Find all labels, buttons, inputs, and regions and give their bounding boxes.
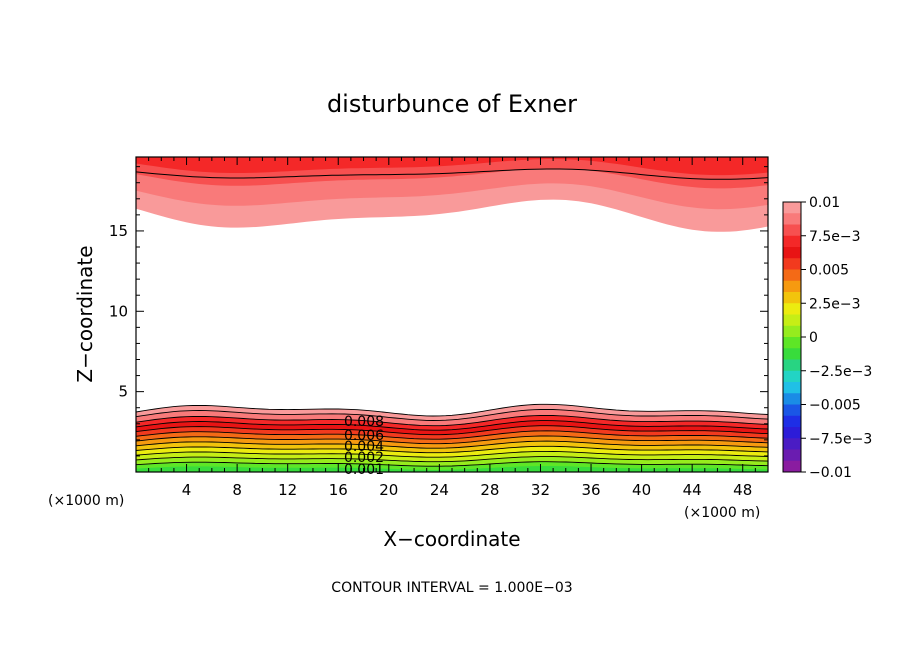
y-axis: 5 10 15 bbox=[109, 166, 768, 457]
colorbar-swatch bbox=[783, 325, 801, 338]
x-tick-label: 44 bbox=[683, 481, 702, 499]
y-tick-label: 15 bbox=[109, 222, 128, 240]
x-unit-left: (×1000 m) bbox=[48, 493, 124, 509]
contour-line bbox=[136, 414, 768, 427]
contour-interval-text: CONTOUR INTERVAL = 1.000E−03 bbox=[331, 580, 572, 596]
x-tick-label: 36 bbox=[581, 481, 600, 499]
x-tick-label: 40 bbox=[632, 481, 651, 499]
colorbar bbox=[783, 202, 801, 473]
colorbar-swatch bbox=[783, 292, 801, 304]
x-tick-label: 16 bbox=[329, 481, 348, 499]
colorbar-swatch bbox=[783, 382, 801, 394]
contour-line bbox=[136, 408, 768, 421]
colorbar-swatch bbox=[783, 337, 801, 349]
contour-line bbox=[136, 168, 768, 180]
plot-area bbox=[136, 157, 768, 472]
colorbar-label: 0.01 bbox=[809, 195, 840, 211]
y-axis-label: Z−coordinate bbox=[73, 245, 97, 382]
contour-band bbox=[136, 466, 768, 472]
contour-label: 0.008 bbox=[344, 414, 384, 430]
y-tick-label: 10 bbox=[109, 302, 128, 320]
colorbar-label: 0.005 bbox=[809, 263, 849, 279]
colorbar-swatch bbox=[783, 280, 801, 293]
contour-line bbox=[136, 420, 768, 431]
contour-line bbox=[136, 435, 768, 445]
contour-line bbox=[136, 430, 768, 440]
x-tick-label: 8 bbox=[232, 481, 242, 499]
chart-title: disturbunce of Exner bbox=[327, 90, 577, 118]
colorbar-swatch bbox=[783, 235, 801, 248]
colorbar-swatch bbox=[783, 224, 801, 237]
contour-line bbox=[136, 456, 768, 463]
y-tick-label: 5 bbox=[118, 383, 128, 401]
x-tick-label: 32 bbox=[531, 481, 550, 499]
colorbar-swatch bbox=[783, 359, 801, 372]
x-tick-label: 28 bbox=[480, 481, 499, 499]
contour-line bbox=[136, 403, 768, 417]
colorbar-label: −0.005 bbox=[809, 398, 861, 414]
colorbar-swatch bbox=[783, 404, 801, 417]
colorbar-swatch bbox=[783, 213, 801, 225]
contour-band bbox=[136, 157, 768, 176]
colorbar-label: 7.5e−3 bbox=[809, 229, 861, 245]
colorbar-swatch bbox=[783, 438, 801, 450]
x-tick-label: 4 bbox=[182, 481, 192, 499]
colorbar-swatch bbox=[783, 427, 801, 439]
colorbar-swatch bbox=[783, 303, 801, 315]
x-tick-label: 48 bbox=[733, 481, 752, 499]
colorbar-labels: 0.01 7.5e−3 0.005 2.5e−3 0 −2.5e−3 −0.005 −7.5e… bbox=[801, 195, 872, 481]
contour-line bbox=[136, 440, 768, 449]
x-tick-label: 20 bbox=[379, 481, 398, 499]
colorbar-swatch bbox=[783, 370, 801, 383]
colorbar-swatch bbox=[783, 202, 801, 214]
x-axis-label: X−coordinate bbox=[383, 527, 520, 551]
x-tick-label: 12 bbox=[278, 481, 297, 499]
contour-line bbox=[136, 445, 768, 454]
colorbar-swatch bbox=[783, 415, 801, 428]
colorbar-swatch bbox=[783, 460, 801, 473]
colorbar-swatch bbox=[783, 247, 801, 259]
contour-label: 0.006 bbox=[344, 428, 384, 444]
x-unit-right: (×1000 m) bbox=[684, 505, 760, 521]
x-tick-label: 24 bbox=[430, 481, 449, 499]
upper-contour-bands bbox=[136, 157, 768, 232]
contour-label: 0.002 bbox=[344, 450, 384, 466]
colorbar-swatch bbox=[783, 348, 801, 360]
contour-line bbox=[136, 450, 768, 458]
colorbar-label: −0.01 bbox=[809, 465, 852, 481]
colorbar-swatch bbox=[783, 269, 801, 282]
colorbar-swatch bbox=[783, 258, 801, 270]
colorbar-label: −2.5e−3 bbox=[809, 364, 872, 380]
colorbar-label: 0 bbox=[809, 330, 818, 346]
contour-label: 0.004 bbox=[344, 439, 384, 455]
colorbar-label: −7.5e−3 bbox=[809, 431, 872, 447]
contour-label: 0.001 bbox=[344, 462, 384, 478]
colorbar-label: 2.5e−3 bbox=[809, 296, 861, 312]
colorbar-swatch bbox=[783, 314, 801, 327]
contour-lines bbox=[136, 168, 768, 467]
contour-line bbox=[136, 425, 768, 436]
contour-line bbox=[136, 461, 768, 467]
colorbar-swatch bbox=[783, 449, 801, 462]
colorbar-swatch bbox=[783, 393, 801, 405]
x-axis: 4 8 12 16 20 24 28 32 36 40 44 48 bbox=[148, 157, 756, 499]
